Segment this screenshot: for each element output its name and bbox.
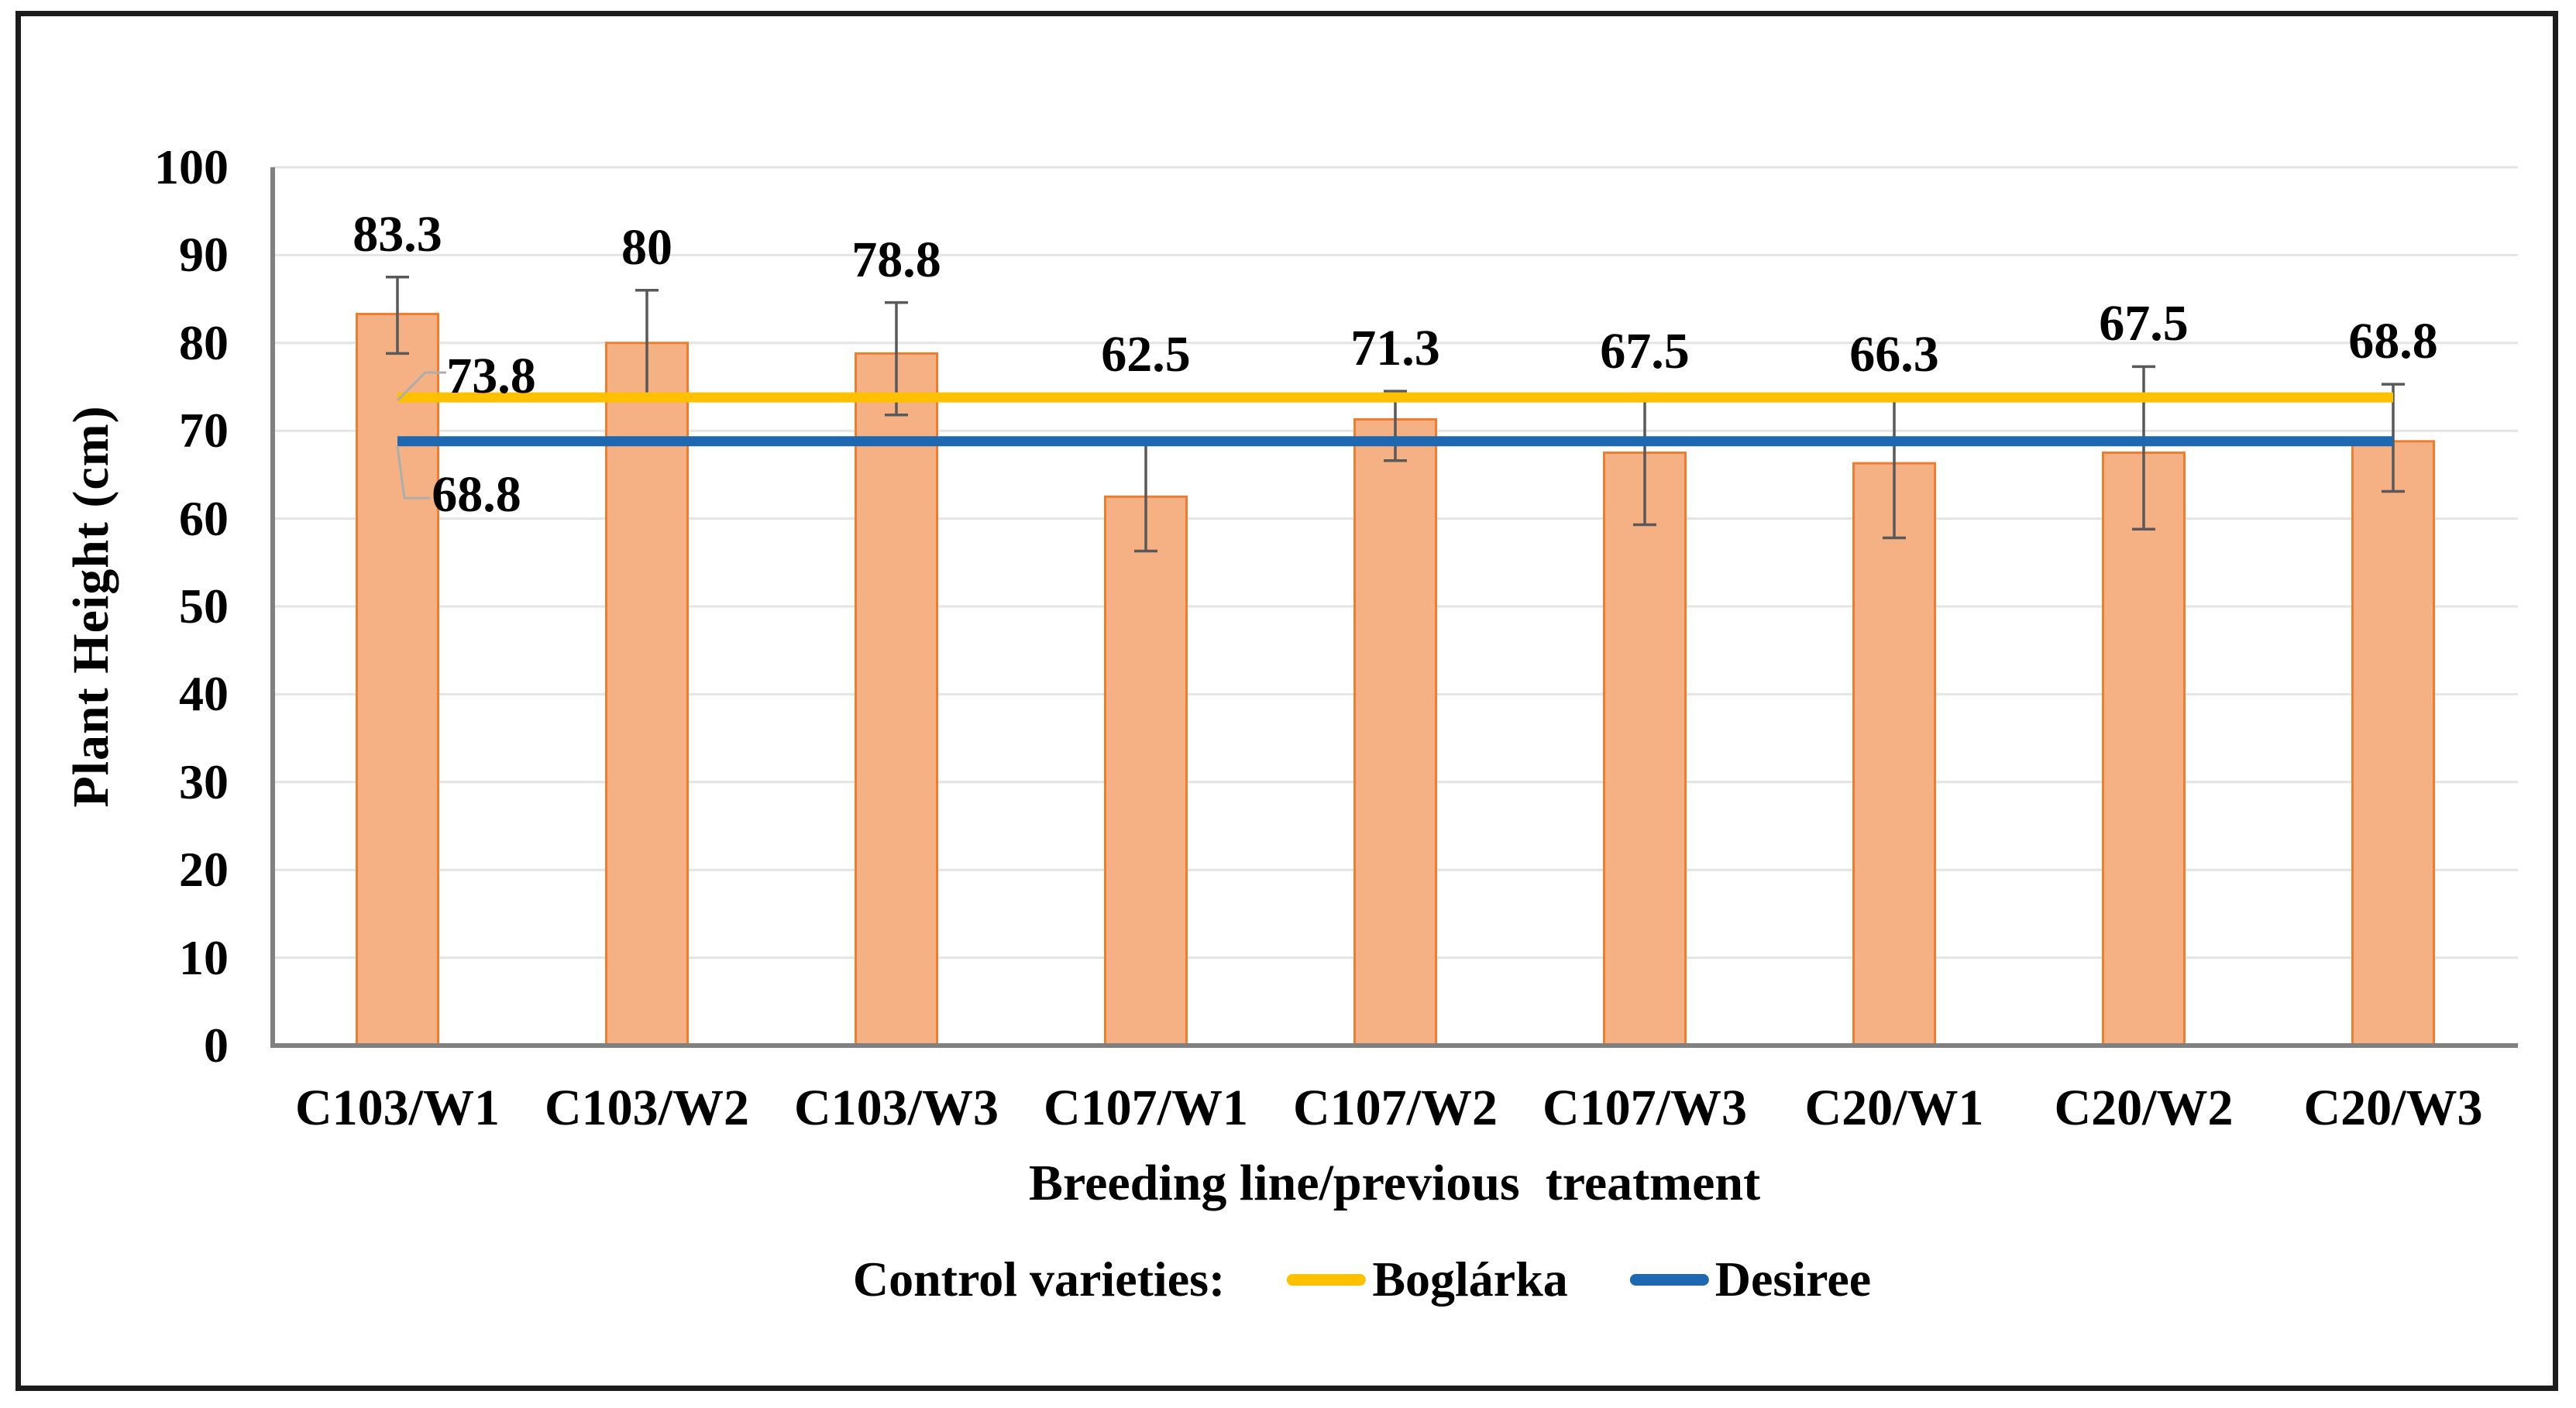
y-tick-10: 10 [179, 929, 229, 985]
legend-item-desiree: Desiree [1629, 1251, 1872, 1308]
bar-C20/W2 [2102, 452, 2186, 1047]
ref-line-label-boglarka: 73.8 [446, 348, 536, 404]
x-category-C20/W3: C20/W3 [2303, 1080, 2483, 1136]
callout-boglarka [396, 371, 446, 402]
x-category-C107/W3: C107/W3 [1543, 1080, 1747, 1136]
x-category-C103/W2: C103/W2 [545, 1080, 749, 1136]
ref-line-label-desiree: 68.8 [432, 466, 521, 523]
callout-desiree [396, 445, 430, 500]
bar-C20/W1 [1852, 462, 1936, 1047]
bar-value-label: 78.8 [851, 231, 941, 288]
legend-label-desiree: Desiree [1714, 1252, 1872, 1307]
y-tick-80: 80 [179, 314, 229, 370]
y-tick-0: 0 [204, 1018, 229, 1073]
y-tick-30: 30 [179, 754, 229, 809]
legend-title: Control varieties: [852, 1252, 1226, 1307]
x-axis-title: Breeding line/previous treatment [1028, 1155, 1761, 1211]
bar-value-label: 68.8 [2348, 313, 2438, 370]
bar-value-label: 62.5 [1101, 326, 1191, 383]
bar-C107/W1 [1104, 495, 1188, 1047]
bar-value-label: 71.3 [1350, 320, 1440, 377]
bar-C20/W3 [2351, 440, 2435, 1047]
x-category-C107/W1: C107/W1 [1044, 1080, 1248, 1136]
y-tick-90: 90 [179, 227, 229, 283]
x-category-C107/W2: C107/W2 [1293, 1080, 1498, 1136]
x-category-C103/W3: C103/W3 [794, 1080, 999, 1136]
bar-C103/W2 [605, 342, 689, 1047]
bar-C107/W3 [1603, 452, 1687, 1047]
legend: Control varieties: Boglárka Desiree [853, 1251, 1871, 1308]
legend-item-boglarka: Boglárka [1287, 1251, 1568, 1308]
bar-C103/W3 [855, 352, 938, 1047]
y-tick-60: 60 [179, 490, 229, 546]
desiree-line-swatch-icon [1629, 1273, 1709, 1286]
x-category-C20/W2: C20/W2 [2054, 1080, 2234, 1136]
y-tick-100: 100 [154, 139, 229, 194]
y-tick-70: 70 [179, 403, 229, 458]
legend-label-boglarka: Boglárka [1372, 1252, 1568, 1307]
y-tick-40: 40 [179, 666, 229, 722]
y-tick-20: 20 [179, 842, 229, 898]
boglarka-line-swatch-icon [1287, 1273, 1367, 1286]
x-category-C20/W1: C20/W1 [1804, 1080, 1984, 1136]
bar-C103/W1 [356, 312, 439, 1047]
bar-value-label: 67.5 [1600, 322, 1690, 379]
bar-value-label: 67.5 [2099, 295, 2189, 352]
bar-value-label: 83.3 [353, 205, 442, 263]
bar-value-label: 66.3 [1849, 326, 1939, 383]
y-tick-50: 50 [179, 579, 229, 634]
x-category-C103/W1: C103/W1 [295, 1080, 500, 1136]
bar-value-label: 80 [621, 218, 672, 276]
bar-C107/W2 [1353, 417, 1437, 1047]
